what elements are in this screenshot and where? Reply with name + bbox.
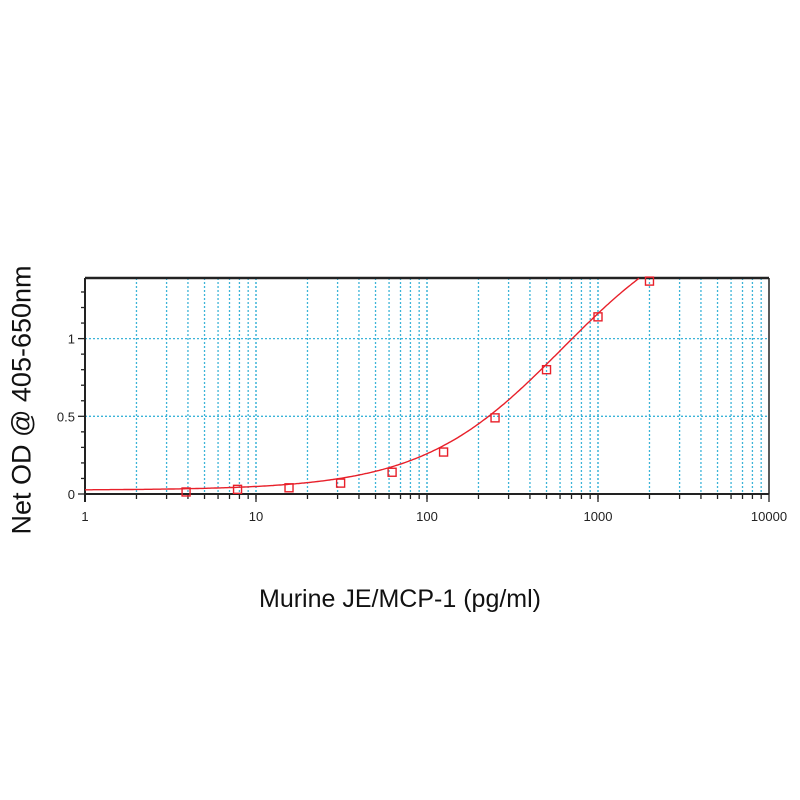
fit-curve	[85, 277, 640, 491]
data-point-marker	[387, 467, 397, 477]
axes	[78, 276, 770, 502]
data-point-marker	[181, 487, 191, 497]
data-point-marker	[232, 484, 243, 495]
svg-text:0.5: 0.5	[57, 409, 75, 424]
data-point-marker	[593, 312, 603, 322]
svg-text:10000: 10000	[751, 509, 787, 524]
data-point-marker	[490, 413, 500, 423]
data-point-marker	[644, 276, 655, 286]
svg-text:100: 100	[416, 509, 438, 524]
data-point-marker	[541, 364, 552, 375]
data-points	[181, 276, 655, 497]
data-point-marker	[438, 447, 449, 457]
svg-text:1000: 1000	[584, 509, 613, 524]
svg-text:1: 1	[68, 332, 75, 347]
grid-lines	[85, 278, 769, 494]
data-point-marker	[335, 478, 346, 488]
svg-text:10: 10	[249, 509, 263, 524]
svg-text:1: 1	[81, 509, 88, 524]
x-axis-label: Murine JE/MCP-1 (pg/ml)	[259, 585, 541, 613]
svg-text:0: 0	[68, 487, 75, 502]
data-point-marker	[284, 483, 294, 493]
tick-labels: 1 10 100 1000 10000 0 0.5 1	[57, 332, 787, 524]
